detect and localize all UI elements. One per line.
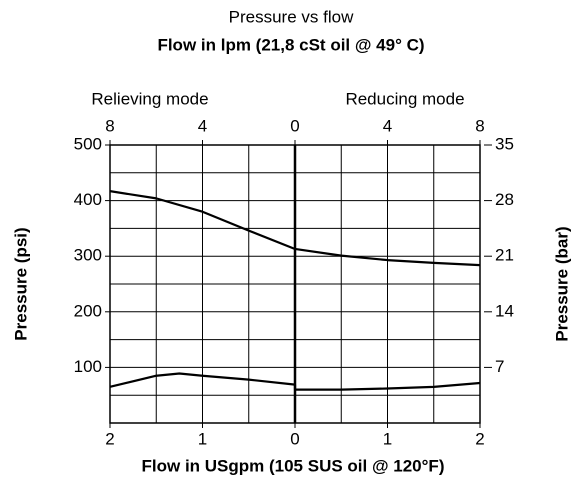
data-line (109, 372, 481, 391)
x2-tick-label: 4 (383, 116, 392, 135)
x-tick-label: 1 (383, 429, 392, 448)
x-tick-label: 1 (198, 429, 207, 448)
y-tick-label: 300 (74, 246, 102, 265)
x2-tick-label: 8 (105, 116, 114, 135)
data-line (109, 190, 481, 267)
y2-tick-label: 21 (495, 246, 514, 265)
chart-subtitle: Flow in lpm (21,8 cSt oil @ 49° C) (157, 35, 424, 54)
chart-title: Pressure vs flow (229, 7, 354, 26)
x-axis-label: Flow in USgpm (105 SUS oil @ 120°F) (142, 456, 445, 475)
y2-tick-label: 7 (495, 357, 504, 376)
annotation: Relieving mode (91, 89, 208, 108)
y-tick-label: 200 (74, 301, 102, 320)
x2-tick-label: 8 (475, 116, 484, 135)
x2-tick-label: 0 (290, 116, 299, 135)
y2-tick-label: 14 (495, 301, 514, 320)
y2-tick-label: 28 (495, 190, 514, 209)
y-tick-label: 100 (74, 357, 102, 376)
y-tick-label: 500 (74, 134, 102, 153)
y2-axis-label: Pressure (bar) (552, 226, 571, 341)
x-tick-label: 0 (290, 429, 299, 448)
y-axis-label: Pressure (psi) (11, 227, 30, 340)
x-tick-label: 2 (105, 429, 114, 448)
y2-tick-label: 35 (495, 134, 514, 153)
annotation: Reducing mode (345, 89, 464, 108)
x-tick-label: 2 (475, 429, 484, 448)
x2-tick-label: 4 (198, 116, 207, 135)
y-tick-label: 400 (74, 190, 102, 209)
